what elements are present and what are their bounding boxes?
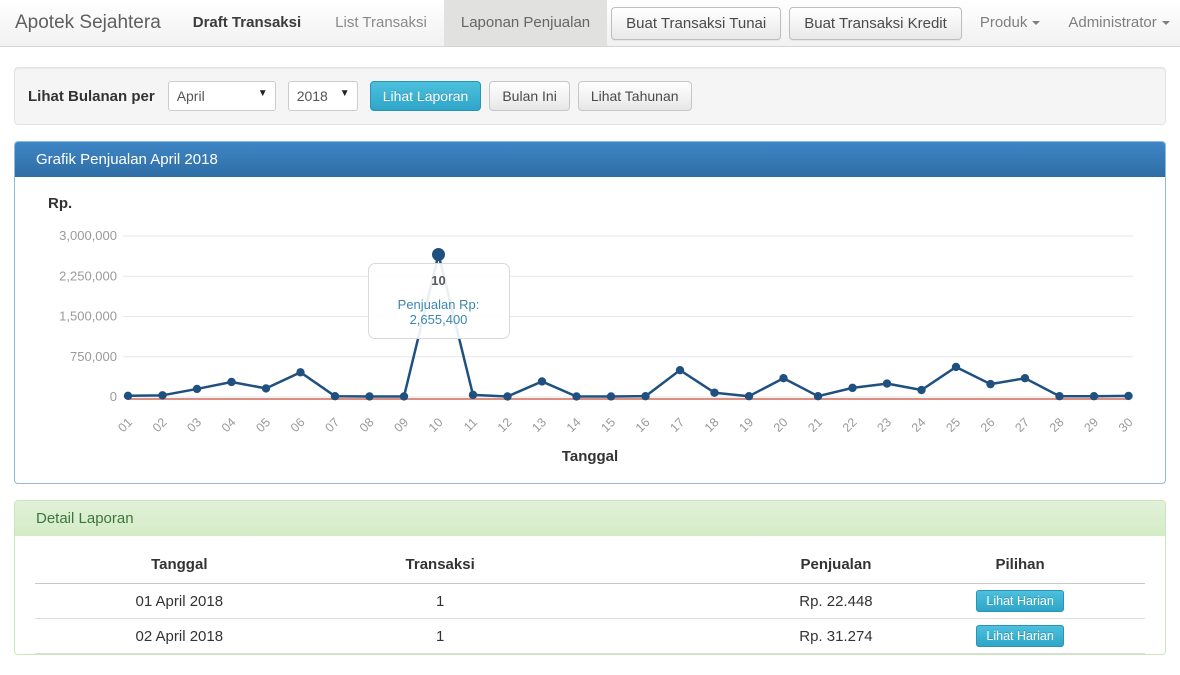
cell-transaksi: 1 — [323, 618, 557, 654]
svg-text:15: 15 — [598, 415, 618, 432]
lihat-harian-button[interactable]: Lihat Harian — [976, 590, 1064, 612]
filter-label: Lihat Bulanan per — [28, 87, 155, 105]
y-axis-title: Rp. — [48, 195, 73, 212]
app-brand[interactable]: Apotek Sejahtera — [15, 12, 161, 33]
header-pilihan: Pilihan — [945, 548, 1145, 584]
svg-text:750,000: 750,000 — [70, 349, 117, 364]
svg-text:03: 03 — [184, 415, 204, 432]
lihat-harian-button[interactable]: Lihat Harian — [976, 625, 1064, 647]
svg-text:11: 11 — [461, 415, 480, 432]
detail-panel-body: Tanggal Transaksi Penjualan Pilihan 01 A… — [15, 536, 1165, 654]
administrator-dropdown-label: Administrator — [1068, 14, 1157, 31]
year-select[interactable]: 2018 — [287, 81, 358, 111]
svg-text:3,000,000: 3,000,000 — [59, 228, 117, 243]
table-row: 01 April 2018 1 Rp. 22.448 Lihat Harian — [35, 584, 1145, 619]
bulan-ini-button[interactable]: Bulan Ini — [489, 81, 570, 111]
svg-text:28: 28 — [1047, 415, 1067, 432]
svg-text:0: 0 — [110, 389, 117, 404]
svg-text:16: 16 — [633, 415, 653, 432]
header-tanggal: Tanggal — [35, 548, 324, 584]
chart-panel-body: Rp. 3,000,000 2,250,000 1,500,000 750,000 0 0… — [15, 177, 1165, 483]
sales-chart-panel: Grafik Penjualan April 2018 Rp. 3,000,00… — [14, 141, 1166, 484]
svg-text:29: 29 — [1081, 415, 1101, 432]
produk-dropdown[interactable]: Produk — [966, 0, 1055, 46]
month-select-wrap: April ▼ — [167, 81, 276, 111]
table-row: 02 April 2018 1 Rp. 31.274 Lihat Harian — [35, 618, 1145, 654]
svg-text:08: 08 — [357, 415, 377, 432]
chart-panel-title: Grafik Penjualan April 2018 — [15, 142, 1165, 177]
navbar-right-group: Buat Transaksi Tunai Buat Transaksi Kred… — [607, 0, 1180, 46]
nav-tab-laporan-penjualan[interactable]: Laponan Penjualan — [443, 0, 608, 46]
svg-text:12: 12 — [495, 415, 515, 432]
produk-dropdown-label: Produk — [979, 14, 1028, 31]
svg-text:05: 05 — [253, 415, 273, 432]
cell-tanggal: 01 April 2018 — [135, 592, 224, 610]
cell-penjualan: Rp. 22.448 — [799, 592, 873, 610]
svg-text:10: 10 — [426, 415, 446, 432]
svg-text:22: 22 — [840, 415, 860, 432]
year-select-wrap: 2018 ▼ — [287, 81, 358, 111]
lihat-laporan-button[interactable]: Lihat Laporan — [369, 81, 482, 111]
svg-text:17: 17 — [667, 415, 687, 432]
svg-text:13: 13 — [529, 415, 549, 432]
sales-line-chart-canvas[interactable]: 3,000,000 2,250,000 1,500,000 750,000 0 01 02 0… — [33, 220, 1145, 432]
svg-text:07: 07 — [322, 415, 342, 432]
svg-text:25: 25 — [943, 415, 963, 432]
administrator-dropdown[interactable]: Administrator — [1054, 0, 1180, 46]
svg-text:01: 01 — [115, 415, 135, 432]
x-axis-title: Tanggal — [561, 448, 619, 465]
detail-panel-title: Detail Laporan — [15, 501, 1165, 536]
tooltip-category: 10 — [431, 273, 446, 289]
chart-tooltip: 10 Penjualan Rp: 2,655,400 — [367, 263, 510, 340]
nav-item-draft-transaksi[interactable]: Draft Transaksi — [192, 14, 302, 31]
nav-item-list-transaksi[interactable]: List Transaksi — [335, 14, 427, 31]
svg-text:23: 23 — [874, 415, 894, 432]
chart-area: 3,000,000 2,250,000 1,500,000 750,000 0 01 02 0… — [33, 220, 1147, 432]
svg-text:06: 06 — [288, 415, 308, 432]
cell-penjualan: Rp. 31.274 — [556, 618, 946, 654]
header-penjualan: Penjualan — [556, 548, 946, 584]
svg-text:21: 21 — [805, 415, 825, 432]
daily-sales-table: Tanggal Transaksi Penjualan Pilihan 01 A… — [35, 548, 1145, 654]
svg-text:19: 19 — [736, 415, 756, 432]
svg-text:24: 24 — [909, 415, 929, 432]
svg-text:18: 18 — [702, 415, 722, 432]
svg-text:2,250,000: 2,250,000 — [59, 268, 117, 283]
cell-tanggal: 02 April 2018 — [35, 618, 324, 654]
table-header-row: Tanggal Transaksi Penjualan Pilihan — [35, 548, 1145, 584]
svg-text:1,500,000: 1,500,000 — [59, 309, 117, 324]
svg-text:04: 04 — [219, 415, 239, 432]
caret-down-icon — [1032, 21, 1041, 26]
cell-transaksi: 1 — [435, 592, 445, 610]
detail-report-panel: Detail Laporan Tanggal Transaksi Penjual… — [14, 500, 1166, 655]
svg-text:30: 30 — [1116, 415, 1136, 432]
svg-text:26: 26 — [978, 415, 998, 432]
svg-text:27: 27 — [1012, 415, 1032, 432]
caret-down-icon — [1161, 21, 1170, 26]
top-navbar: Apotek Sejahtera Draft Transaksi List Tr… — [0, 0, 1180, 47]
header-transaksi: Transaksi — [323, 548, 557, 584]
month-select[interactable]: April — [167, 81, 276, 111]
monthly-filter-bar: Lihat Bulanan per April ▼ 2018 ▼ Lihat L… — [14, 67, 1166, 125]
svg-text:02: 02 — [150, 415, 170, 432]
tooltip-value: Penjualan Rp: 2,655,400 — [397, 297, 480, 328]
svg-text:20: 20 — [771, 415, 791, 432]
lihat-tahunan-button[interactable]: Lihat Tahunan — [577, 81, 692, 111]
svg-text:09: 09 — [391, 415, 411, 432]
buat-transaksi-kredit-button[interactable]: Buat Transaksi Kredit — [789, 6, 962, 40]
buat-transaksi-tunai-button[interactable]: Buat Transaksi Tunai — [611, 6, 782, 40]
svg-text:14: 14 — [564, 415, 584, 432]
